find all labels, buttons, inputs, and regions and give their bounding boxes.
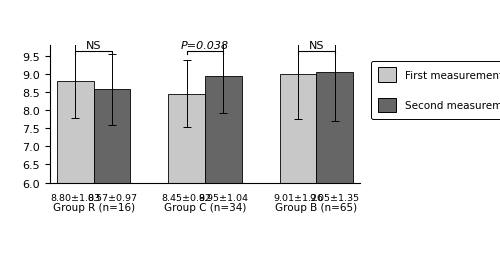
Text: 9.05±1.35: 9.05±1.35 [310, 193, 360, 202]
Bar [205, 76, 242, 254]
Text: 9.01±1.26: 9.01±1.26 [273, 193, 323, 202]
Text: Group B (n=65): Group B (n=65) [276, 202, 357, 212]
Text: NS: NS [308, 40, 324, 50]
Text: 8.45±0.92: 8.45±0.92 [162, 193, 212, 202]
Text: 8.80±1.03: 8.80±1.03 [50, 193, 100, 202]
Text: Group R (n=16): Group R (n=16) [52, 202, 134, 212]
Bar [168, 94, 205, 254]
Bar [280, 74, 316, 254]
Bar [94, 90, 130, 254]
Bar [57, 82, 94, 254]
Text: Group C (n=34): Group C (n=34) [164, 202, 246, 212]
Bar [316, 73, 353, 254]
Text: P=0.038: P=0.038 [181, 40, 229, 50]
Text: 8.57±0.97: 8.57±0.97 [87, 193, 137, 202]
Legend: First measurement, Second measurement: First measurement, Second measurement [372, 62, 500, 119]
Text: 8.95±1.04: 8.95±1.04 [198, 193, 248, 202]
Text: NS: NS [86, 40, 102, 50]
